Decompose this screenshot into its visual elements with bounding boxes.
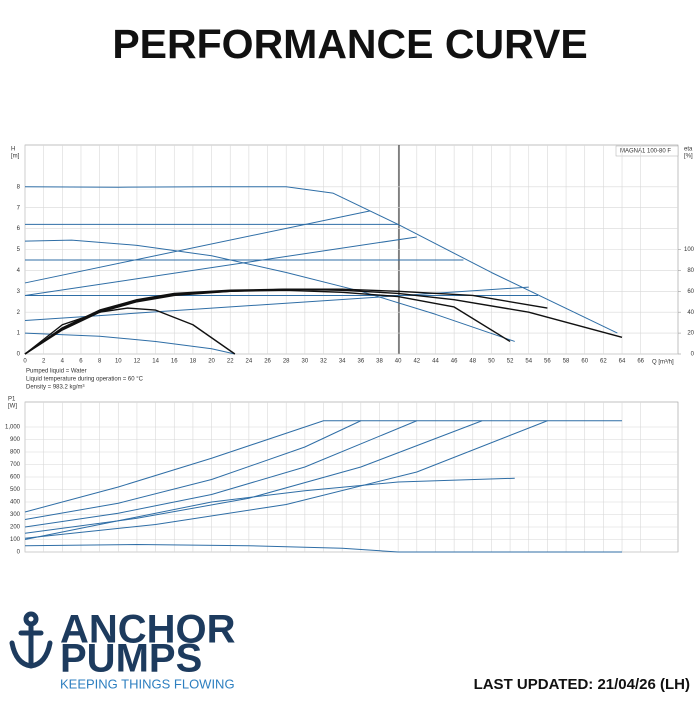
curve bbox=[24, 420, 623, 513]
x-tick-label: 64 bbox=[619, 359, 626, 365]
y2-tick-label: 0 bbox=[691, 352, 695, 358]
annotation-box bbox=[615, 145, 679, 157]
y-tick-label: 5 bbox=[17, 247, 21, 253]
y-tick-label: 1,000 bbox=[5, 425, 21, 431]
y-tick-label: 8 bbox=[17, 184, 21, 190]
y2-tick-label: 20 bbox=[687, 331, 694, 337]
y-tick-label: 100 bbox=[10, 537, 21, 543]
x-tick-label: 40 bbox=[395, 359, 402, 365]
x-tick-label: 18 bbox=[190, 359, 197, 365]
x-tick-label: 24 bbox=[246, 359, 253, 365]
x-tick-label: 56 bbox=[544, 359, 551, 365]
y-unit: [m] bbox=[11, 154, 20, 160]
y2-tick-label: 40 bbox=[687, 310, 694, 316]
x-tick-label: 46 bbox=[451, 359, 458, 365]
y-tick-label: 4 bbox=[17, 268, 21, 274]
x-tick-label: 6 bbox=[79, 359, 83, 365]
x-tick-label: 54 bbox=[525, 359, 532, 365]
curve bbox=[24, 236, 417, 296]
x-tick-label: 20 bbox=[208, 359, 215, 365]
x-tick-label: 50 bbox=[488, 359, 495, 365]
x-tick-label: 2 bbox=[42, 359, 46, 365]
brand: ANCHOR bbox=[60, 608, 236, 652]
x-tick-label: 42 bbox=[413, 359, 420, 365]
y-tick-label: 0 bbox=[17, 352, 21, 358]
note: Liquid temperature during operation = 60… bbox=[26, 377, 144, 383]
page-title: PERFORMANCE CURVE bbox=[112, 21, 587, 67]
y-tick-label: 600 bbox=[10, 475, 21, 481]
x-tick-label: 10 bbox=[115, 359, 122, 365]
note: Density = 983.2 kg/m³ bbox=[26, 385, 85, 391]
x-tick-label: 16 bbox=[171, 359, 178, 365]
x-tick-label: 58 bbox=[563, 359, 570, 365]
x-tick-label: 52 bbox=[507, 359, 514, 365]
curve bbox=[24, 420, 483, 534]
x-tick-label: 28 bbox=[283, 359, 290, 365]
tagline: KEEPING THINGS FLOWING bbox=[60, 676, 235, 691]
curve bbox=[24, 332, 236, 355]
x-tick-label: 14 bbox=[152, 359, 159, 365]
curve bbox=[24, 307, 236, 355]
x-tick-label: 66 bbox=[637, 359, 644, 365]
x-tick-label: 12 bbox=[134, 359, 141, 365]
curve bbox=[24, 186, 618, 334]
x-tick-label: 38 bbox=[376, 359, 383, 365]
last-updated: LAST UPDATED: 21/04/26 (LH) bbox=[474, 676, 690, 693]
y-label: P1 bbox=[8, 397, 16, 403]
curve bbox=[24, 286, 529, 322]
y-label: H bbox=[11, 147, 15, 153]
x-tick-label: 36 bbox=[357, 359, 364, 365]
x-tick-label: 32 bbox=[320, 359, 327, 365]
y-tick-label: 2 bbox=[17, 310, 21, 316]
y-unit: [W] bbox=[8, 404, 17, 410]
x-tick-label: 22 bbox=[227, 359, 234, 365]
y-tick-label: 500 bbox=[10, 487, 21, 493]
note: Pumped liquid = Water bbox=[26, 369, 87, 375]
y-tick-label: 0 bbox=[17, 550, 21, 556]
curve bbox=[24, 210, 371, 284]
y-tick-label: 200 bbox=[10, 525, 21, 531]
y-tick-label: 400 bbox=[10, 500, 21, 506]
x-tick-label: 62 bbox=[600, 359, 607, 365]
y2-unit: [%] bbox=[684, 154, 693, 160]
y2-tick-label: 60 bbox=[687, 289, 694, 295]
x-tick-label: 8 bbox=[98, 359, 102, 365]
y-tick-label: 900 bbox=[10, 437, 21, 443]
curve bbox=[24, 420, 548, 539]
x-tick-label: 4 bbox=[61, 359, 65, 365]
curve bbox=[24, 544, 623, 553]
y2-label: eta bbox=[684, 147, 693, 153]
y-tick-label: 800 bbox=[10, 450, 21, 456]
y2-tick-label: 100 bbox=[684, 247, 695, 253]
x-tick-label: 44 bbox=[432, 359, 439, 365]
logo-icon bbox=[9, 611, 53, 669]
y-tick-label: 6 bbox=[17, 226, 21, 232]
y-tick-label: 3 bbox=[17, 289, 21, 295]
brand: PUMPS bbox=[60, 637, 202, 681]
x-label: Q [m³/h] bbox=[652, 360, 674, 366]
y-tick-label: 7 bbox=[17, 205, 21, 211]
x-tick-label: 48 bbox=[469, 359, 476, 365]
x-tick-label: 60 bbox=[581, 359, 588, 365]
curve bbox=[24, 477, 515, 540]
y2-tick-label: 80 bbox=[687, 268, 694, 274]
x-tick-label: 0 bbox=[23, 359, 27, 365]
y-tick-label: 700 bbox=[10, 462, 21, 468]
curve bbox=[24, 420, 362, 520]
curve bbox=[24, 239, 515, 342]
annotation: MAGNA1 100-80 F bbox=[620, 149, 671, 155]
y-tick-label: 300 bbox=[10, 512, 21, 518]
x-tick-label: 26 bbox=[264, 359, 271, 365]
y-tick-label: 1 bbox=[17, 331, 21, 337]
x-tick-label: 34 bbox=[339, 359, 346, 365]
curve bbox=[24, 420, 417, 528]
x-tick-label: 30 bbox=[302, 359, 309, 365]
